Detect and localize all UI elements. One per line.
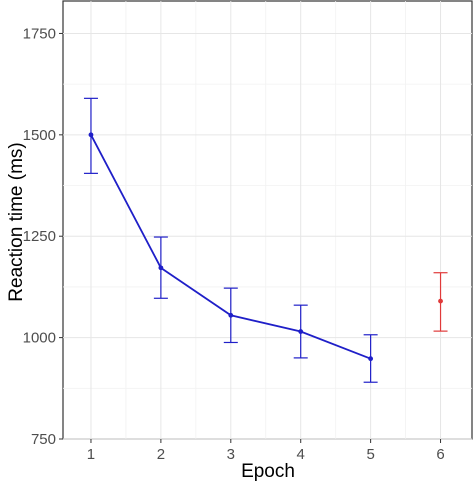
- axes: 1 2 3 4 5 6 750 1000 1250 1500 1750: [23, 25, 445, 463]
- x-tick-label: 2: [157, 446, 165, 463]
- x-tick-label: 4: [297, 446, 305, 463]
- data-point: [438, 298, 443, 304]
- data-point: [88, 132, 94, 138]
- data-point: [228, 312, 234, 318]
- x-tick-label: 6: [436, 446, 444, 463]
- y-tick-label: 1750: [23, 25, 56, 42]
- x-tick-label: 1: [87, 446, 95, 463]
- data-point: [368, 356, 374, 362]
- y-tick-label: 750: [31, 431, 56, 448]
- x-tick-label: 3: [227, 446, 235, 463]
- data-point: [298, 329, 304, 334]
- data-series: [83, 97, 448, 383]
- x-tick-label: 5: [366, 446, 374, 463]
- y-tick-label: 1500: [23, 127, 56, 144]
- y-tick-label: 1000: [23, 330, 56, 347]
- y-axis-title: Reaction time (ms): [6, 142, 27, 301]
- x-axis-title: Epoch: [241, 461, 295, 482]
- plot-panel: [62, 0, 473, 440]
- series-1: [83, 97, 378, 383]
- y-tick-label: 1250: [23, 228, 56, 245]
- data-point: [158, 265, 164, 271]
- series-2: [433, 272, 448, 332]
- minor-gridlines: [63, 1, 472, 439]
